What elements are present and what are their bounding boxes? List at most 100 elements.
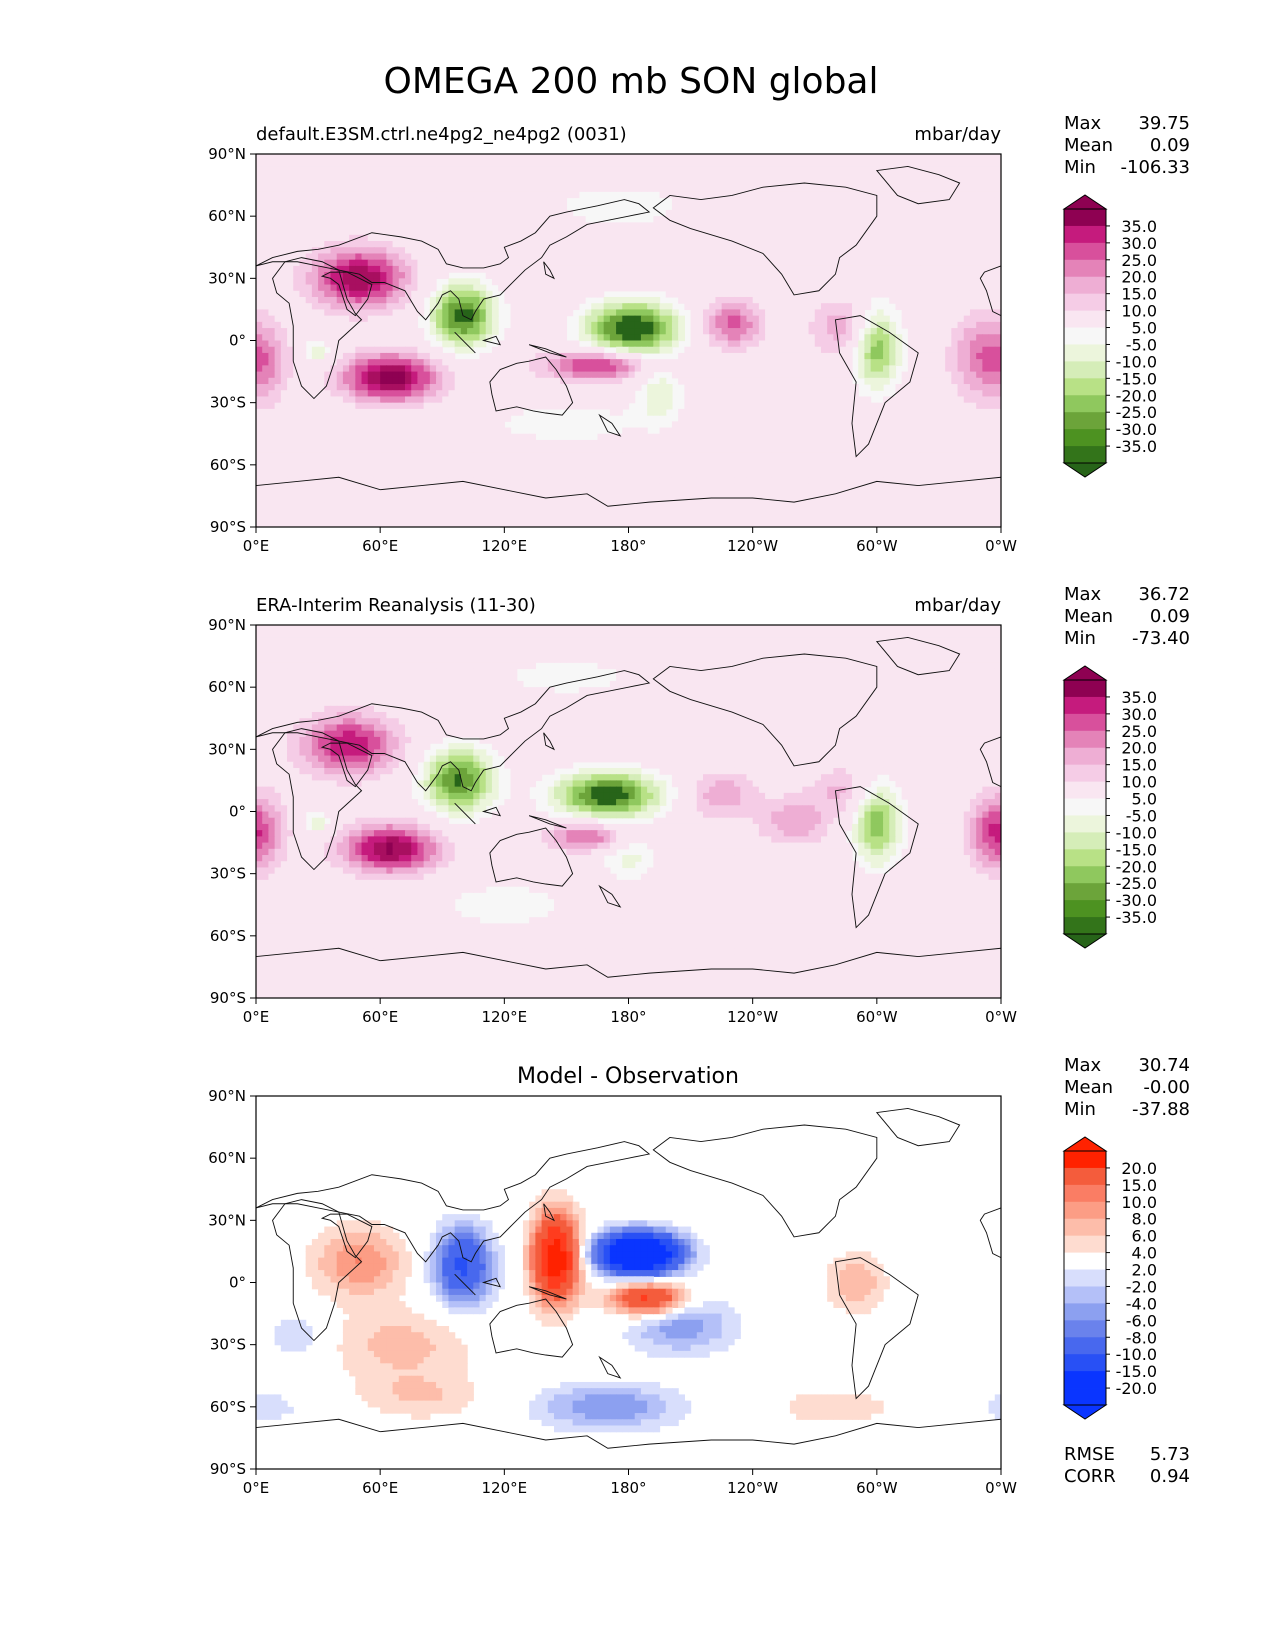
- model-map-cell: [311, 365, 319, 373]
- model-map-cell: [703, 421, 710, 429]
- model-map-cell: [318, 234, 325, 242]
- model-map-cell: [858, 290, 866, 298]
- model-map-cell: [355, 234, 363, 242]
- model-map-cell: [777, 328, 785, 335]
- model-map-cell: [920, 228, 928, 236]
- model-map-cell: [293, 272, 301, 279]
- model-map-cell: [448, 408, 456, 416]
- model-map-cell: [827, 296, 834, 304]
- model-map-cell: [274, 315, 282, 323]
- model-map-cell: [274, 377, 282, 385]
- model-map-cell: [628, 296, 636, 304]
- model-map-cell: [721, 185, 729, 192]
- model-map-cell: [839, 278, 847, 286]
- model-map-cell: [845, 421, 853, 429]
- model-map-cell: [994, 402, 1001, 410]
- model-map-cell: [746, 377, 754, 385]
- model-map-cell: [380, 377, 387, 385]
- model-map-cell: [647, 346, 654, 354]
- model-map-cell: [820, 408, 828, 416]
- model-map-cell: [789, 222, 797, 230]
- model-map-cell: [659, 284, 667, 292]
- model-map-cell: [311, 346, 319, 354]
- model-map-cell: [914, 234, 921, 242]
- model-map-cell: [578, 222, 586, 230]
- model-map-cell: [578, 234, 586, 242]
- model-map-cell: [938, 390, 946, 398]
- model-map-cell: [398, 346, 406, 354]
- model-map-cell: [671, 290, 679, 298]
- model-map-cell: [696, 209, 704, 217]
- model-map-cell: [994, 328, 1001, 335]
- model-map-cell: [423, 160, 431, 168]
- model-map-cell: [510, 160, 518, 168]
- model-map-cell: [932, 209, 940, 217]
- model-map-cell: [777, 209, 785, 217]
- model-map-cell: [442, 352, 450, 360]
- model-map-cell: [547, 328, 555, 335]
- model-map-cell: [833, 191, 841, 199]
- model-map-cell: [808, 222, 816, 230]
- model-map-cell: [864, 203, 872, 211]
- model-map-cell: [883, 241, 890, 248]
- model-map-cell: [299, 284, 307, 292]
- model-map-cell: [802, 296, 810, 304]
- model-map-cell: [429, 166, 437, 174]
- model-map-cell: [783, 315, 791, 323]
- model-map-cell: [951, 178, 959, 186]
- model-map-cell: [740, 365, 748, 373]
- model-map-cell: [491, 352, 499, 360]
- model-map-cell: [715, 284, 723, 292]
- model-map-cell: [417, 296, 425, 304]
- model-map-cell: [820, 377, 828, 385]
- model-map-cell: [342, 296, 350, 304]
- model-map-cell: [262, 241, 270, 248]
- model-map-cell: [808, 396, 816, 404]
- model-map-cell: [417, 197, 425, 205]
- model-map-cell: [994, 346, 1001, 354]
- model-map-cell: [367, 334, 375, 342]
- model-map-cell: [883, 222, 890, 230]
- model-map-cell: [597, 272, 605, 279]
- model-map-cell: [914, 359, 921, 366]
- model-map-cell: [684, 396, 692, 404]
- model-map-cell: [945, 421, 952, 429]
- model-map-cell: [783, 365, 791, 373]
- model-map-cell: [634, 309, 642, 317]
- model-map-cell: [529, 191, 536, 199]
- model-map-cell: [715, 265, 723, 273]
- model-map-cell: [454, 203, 462, 211]
- model-map-cell: [696, 415, 704, 422]
- model-map-cell: [423, 402, 431, 410]
- model-map-cell: [659, 160, 667, 168]
- model-map-cell: [330, 421, 338, 429]
- model-map-cell: [616, 284, 623, 292]
- model-map-cell: [268, 371, 276, 379]
- model-map-cell: [467, 160, 474, 168]
- model-map-cell: [448, 328, 456, 335]
- model-map-cell: [833, 408, 841, 416]
- model-map-cell: [628, 172, 636, 180]
- model-map-cell: [622, 371, 630, 379]
- model-map-cell: [349, 216, 356, 223]
- model-map-cell: [864, 377, 872, 385]
- model-map-cell: [883, 272, 890, 279]
- model-map-cell: [703, 278, 710, 286]
- model-map-cell: [367, 303, 375, 311]
- model-map-cell: [647, 272, 654, 279]
- model-map-cell: [696, 396, 704, 404]
- model-map-cell: [814, 290, 822, 298]
- model-map-cell: [467, 166, 474, 174]
- model-map-cell: [491, 172, 499, 180]
- model-map-cell: [572, 166, 580, 174]
- model-map-cell: [721, 172, 729, 180]
- model-map-cell: [802, 408, 810, 416]
- model-map-cell: [473, 191, 481, 199]
- model-map-cell: [280, 290, 288, 298]
- model-map-cell: [659, 334, 667, 342]
- model-map-cell: [684, 259, 692, 267]
- model-map-cell: [578, 371, 586, 379]
- model-map-cell: [659, 191, 667, 199]
- model-map-cell: [423, 384, 431, 391]
- model-map-cell: [957, 197, 965, 205]
